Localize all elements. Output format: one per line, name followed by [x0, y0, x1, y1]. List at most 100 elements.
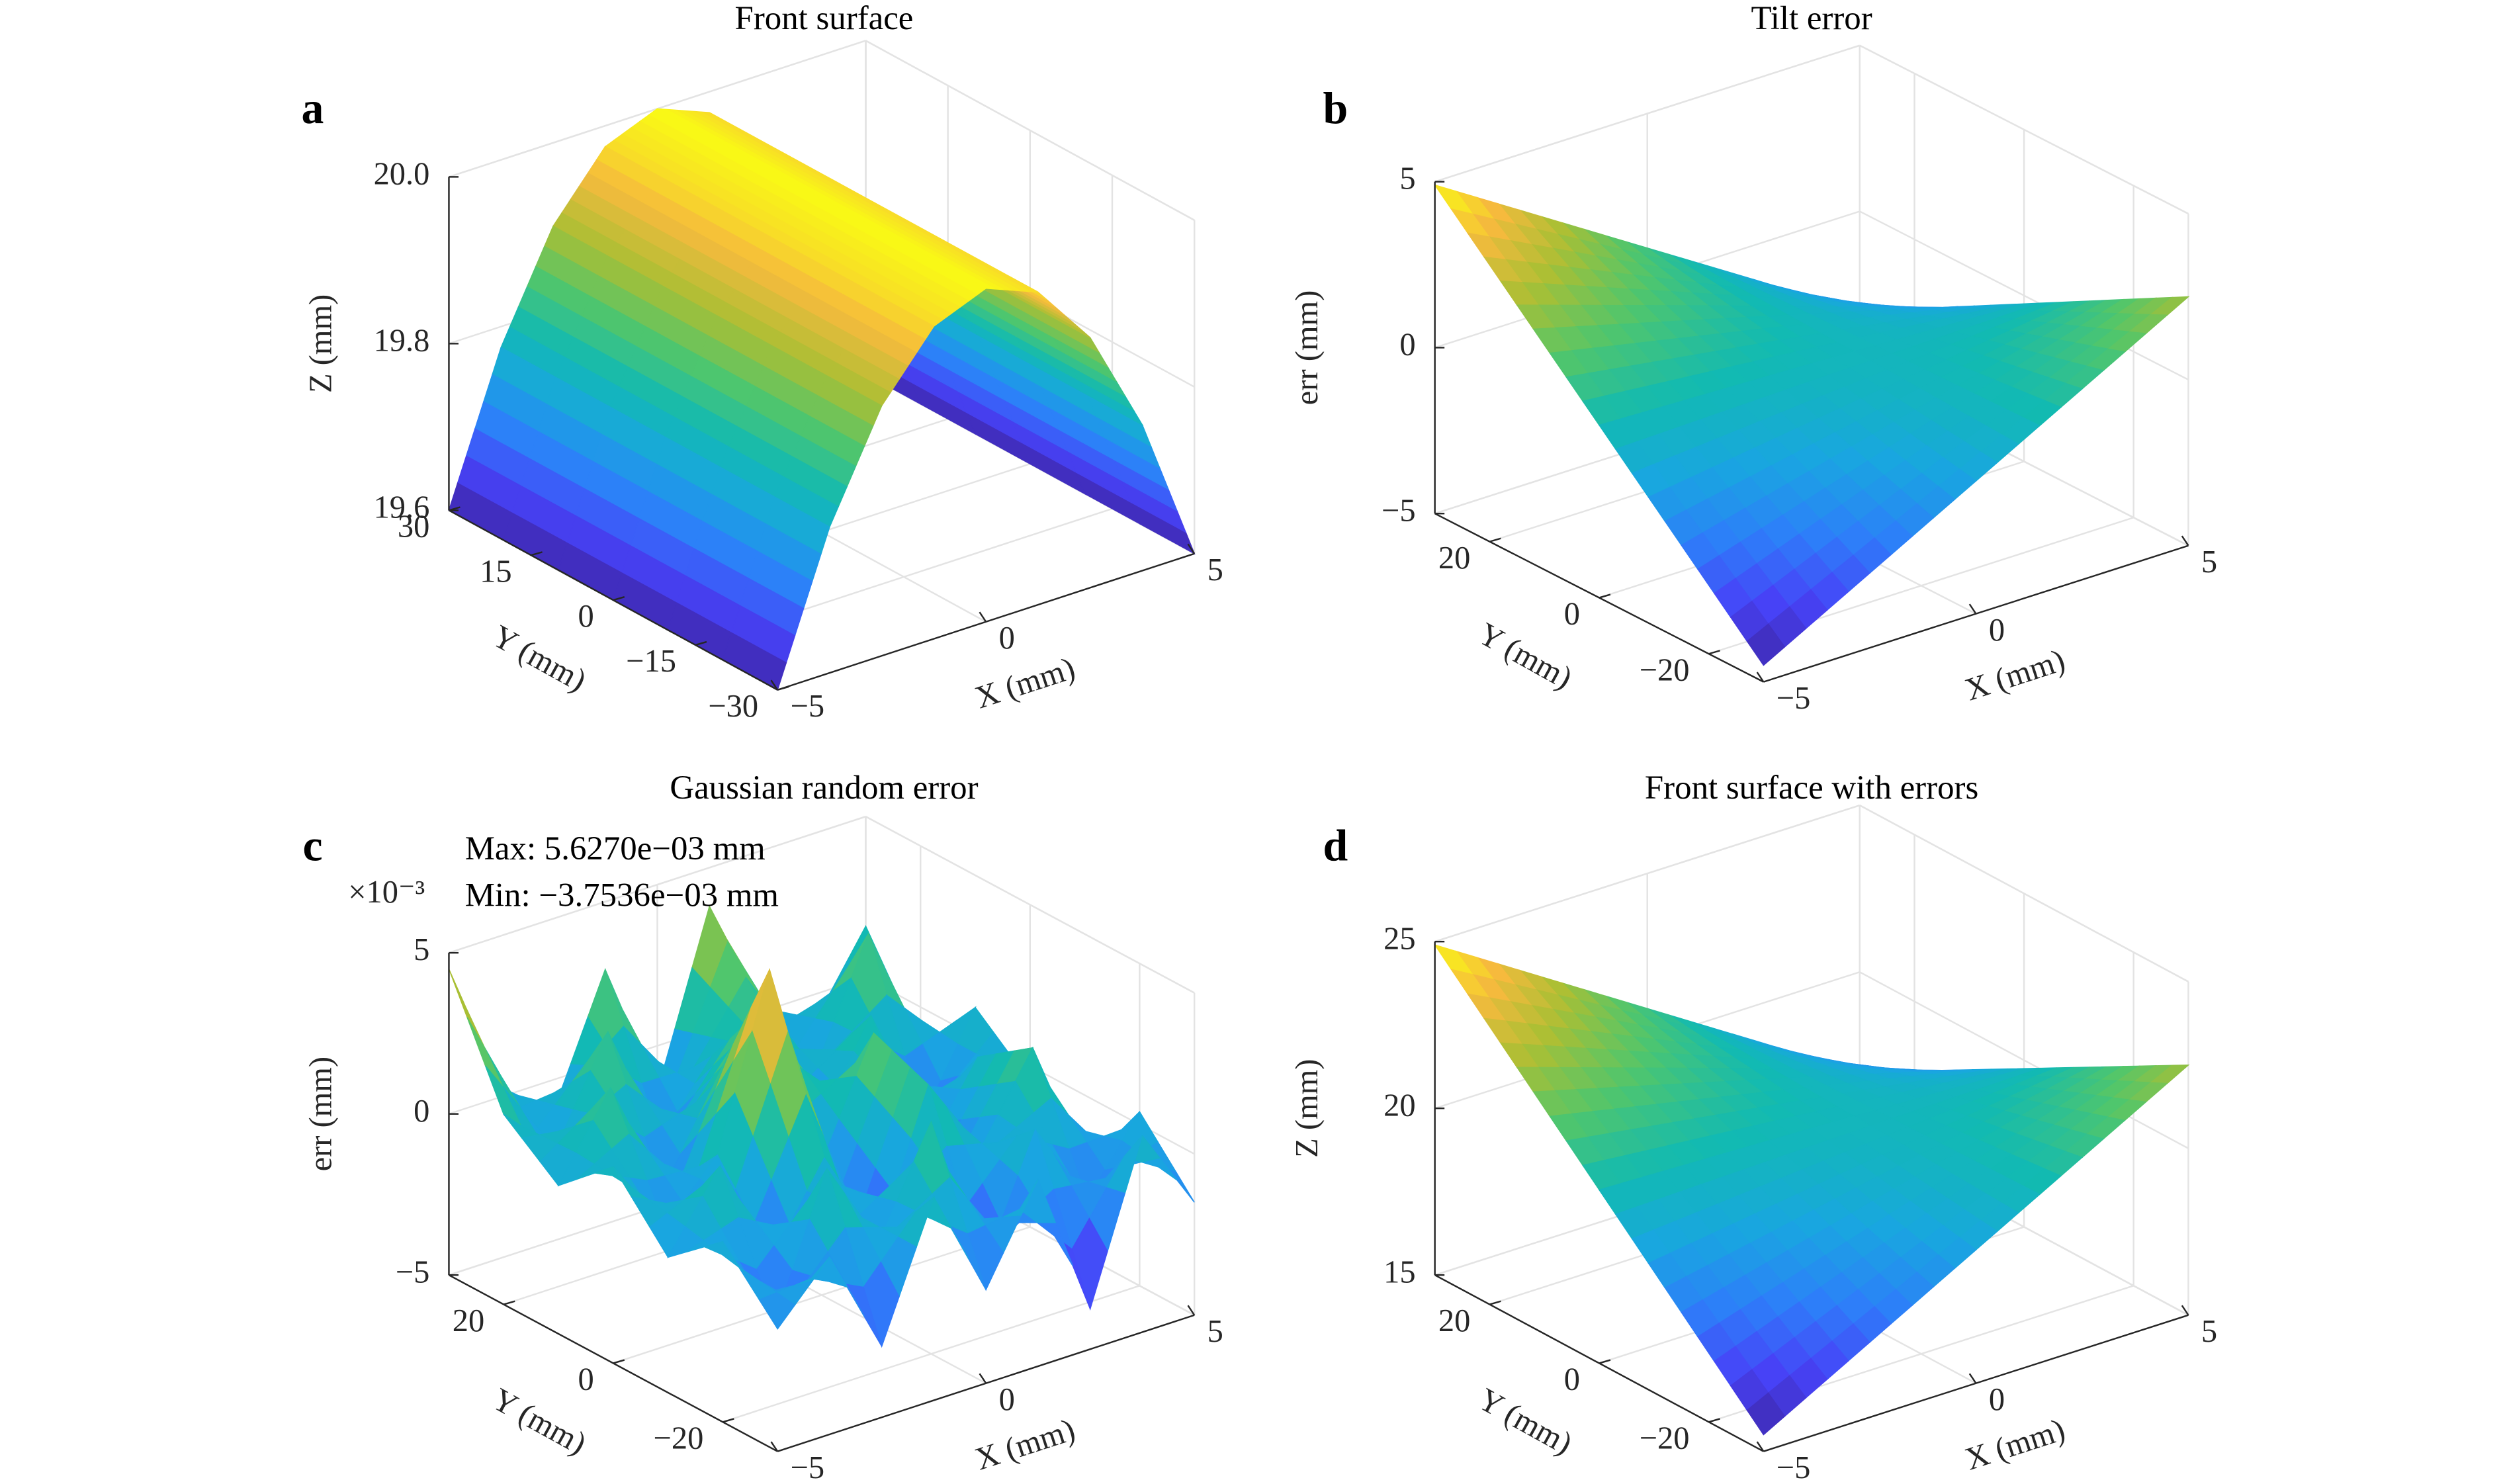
z-tick-label: 19.8	[374, 323, 430, 358]
tick-mark	[1708, 1418, 1720, 1423]
box-edge	[1859, 805, 2189, 982]
tick-mark	[723, 1418, 734, 1423]
tick-mark	[1756, 1441, 1765, 1452]
y-tick-label: −30	[708, 689, 758, 724]
grid-line	[449, 977, 866, 1115]
grid-line	[1859, 210, 2189, 380]
chart-title: Front surface with errors	[1645, 769, 1978, 807]
z-tick-label: 0	[414, 1094, 429, 1129]
z-tick-label: −5	[1382, 493, 1416, 528]
tick-mark	[1489, 1300, 1501, 1305]
z-tick-label: 20	[1383, 1088, 1415, 1123]
tick-mark	[1187, 543, 1196, 554]
x-tick-label: −5	[791, 1450, 825, 1484]
z-axis-label: Z (mm)	[304, 294, 339, 393]
y-axis-label: Y (mm)	[486, 1381, 592, 1462]
annotation: Max: 5.6270e−03 mm	[465, 830, 766, 867]
z-axis-label: err (mm)	[304, 1057, 339, 1172]
x-tick-label: 0	[999, 1382, 1015, 1417]
tick-mark	[770, 1441, 779, 1452]
y-tick-label: 0	[1564, 1362, 1580, 1397]
y-tick-label: 20	[1438, 541, 1470, 576]
subplot: 19.6 19.8 20.0 −30 −15 0 15 30 −5 0 5 Z (mm) Y (mm) X…	[302, 0, 1223, 724]
box-edge	[1434, 805, 1861, 943]
y-tick-label: 0	[578, 599, 594, 634]
tick-mark	[503, 1300, 515, 1305]
tick-mark	[2181, 535, 2189, 546]
y-tick-label: 0	[578, 1362, 594, 1397]
subplot: −5 0 5 −20 0 20 −5 0 5 err (mm) Y (mm) X (mm) Tilt e…	[1290, 0, 2217, 716]
tick-mark	[777, 685, 789, 691]
panel-label: d	[1323, 821, 1348, 871]
panel-label: b	[1323, 83, 1348, 133]
box-edge	[865, 816, 1195, 994]
x-tick-label: −5	[1777, 1450, 1811, 1484]
surface-patch	[758, 1292, 796, 1330]
y-tick-label: 20	[1438, 1303, 1470, 1338]
x-axis-label: X (mm)	[971, 1412, 1080, 1477]
z-tick-label: 20.0	[374, 156, 430, 191]
chart-title: Gaussian random error	[670, 769, 978, 807]
tick-mark	[979, 611, 987, 623]
tick-mark	[1599, 593, 1611, 599]
x-tick-label: 0	[1989, 1382, 2005, 1417]
tick-mark	[613, 1359, 625, 1364]
tick-mark	[1968, 1373, 1977, 1384]
subplot: 15 20 25 −20 0 20 −5 0 5 Z (mm) Y (mm) X (mm) Front …	[1290, 769, 2217, 1484]
chart-title: Front surface	[735, 0, 914, 37]
surface-patch	[448, 969, 485, 1048]
annotation: Min: −3.7536e−03 mm	[465, 877, 779, 914]
x-tick-label: 5	[1207, 1314, 1223, 1349]
y-axis	[448, 1274, 778, 1452]
tick-mark	[1187, 1305, 1196, 1316]
tick-mark	[2181, 1305, 2189, 1316]
z-exponent: ×10⁻³	[348, 875, 425, 910]
z-tick-label: 15	[1383, 1254, 1415, 1289]
tick-mark	[1756, 672, 1765, 683]
surface-patch	[1158, 1166, 1195, 1203]
box-edge	[1434, 44, 1861, 183]
tick-mark	[1599, 1359, 1611, 1364]
y-axis-label: Y (mm)	[1473, 616, 1578, 696]
z-axis-label: err (mm)	[1290, 290, 1325, 406]
x-axis-label: X (mm)	[1961, 1412, 2070, 1477]
x-tick-label: 5	[2201, 1314, 2217, 1349]
y-axis-label: Y (mm)	[486, 619, 592, 699]
tick-mark	[770, 679, 779, 691]
box-edge	[865, 40, 1195, 221]
tick-mark	[613, 596, 625, 601]
surface-patch	[466, 1017, 504, 1087]
y-tick-label: 30	[398, 509, 429, 545]
x-tick-label: 5	[2201, 545, 2217, 580]
y-axis-label: Y (mm)	[1473, 1381, 1578, 1462]
z-tick-label: 19.6	[374, 490, 430, 525]
y-tick-label: 15	[480, 554, 511, 589]
y-tick-label: −20	[1640, 652, 1690, 687]
grid-line	[723, 1285, 1140, 1423]
z-tick-label: 5	[1399, 161, 1415, 196]
x-tick-label: −5	[1777, 681, 1811, 716]
chart-title: Tilt error	[1751, 0, 1872, 37]
subplot: −5 0 5 −20 0 20 −5 0 5 err (mm) Y (mm) X (mm) Gaussi…	[302, 769, 1223, 1484]
x-tick-label: 0	[999, 621, 1015, 656]
tick-mark	[1968, 603, 1977, 615]
tick-mark	[531, 551, 543, 556]
tick-mark	[695, 640, 707, 646]
z-axis-label: Z (mm)	[1290, 1059, 1325, 1157]
box-edge	[1859, 44, 2189, 215]
y-tick-label: −15	[626, 644, 676, 679]
box-edge	[449, 816, 866, 954]
x-tick-label: 0	[1989, 613, 2005, 648]
y-tick-label: −20	[654, 1420, 704, 1456]
panel-label: c	[302, 821, 322, 871]
tick-mark	[1489, 537, 1501, 543]
z-tick-label: −5	[396, 1254, 430, 1289]
z-tick-label: 25	[1383, 921, 1415, 956]
y-tick-label: 0	[1564, 597, 1580, 632]
y-tick-label: −20	[1640, 1420, 1690, 1456]
panel-label: a	[302, 83, 324, 133]
surface-patch	[1746, 623, 1786, 666]
tick-mark	[1708, 650, 1720, 655]
z-tick-label: 0	[1399, 327, 1415, 363]
